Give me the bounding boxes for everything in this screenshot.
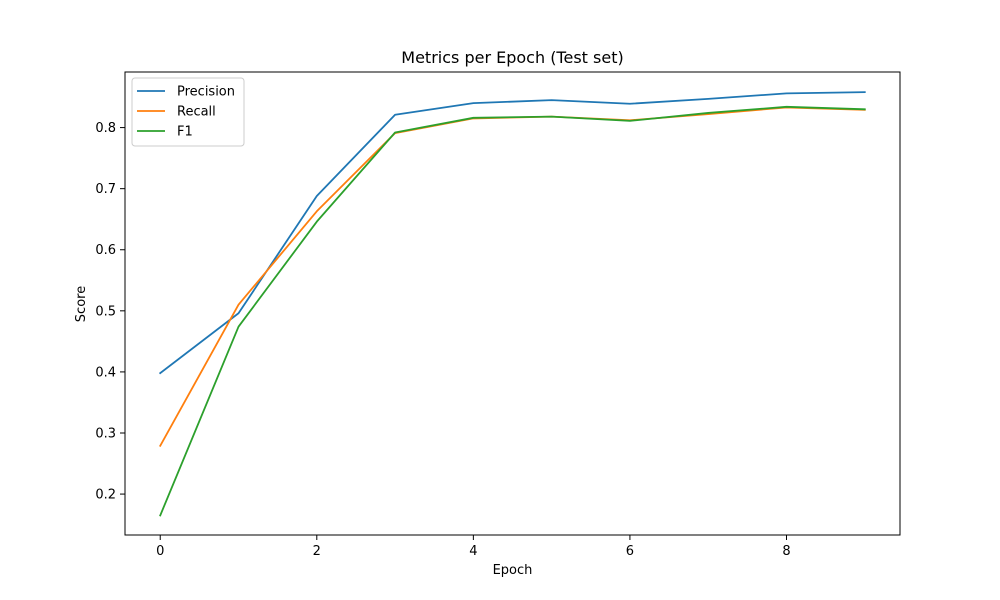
series-line-precision [158,91,866,375]
series-line-f1 [159,105,866,517]
legend-label-precision: Precision [177,85,235,100]
chart-title: Metrics per Epoch (Test set) [401,48,623,67]
series-lines [158,91,866,517]
x-axis-ticks: 0 2 4 6 8 [156,535,791,559]
legend-label-f1: F1 [177,125,193,140]
x-tick-label: 4 [469,544,477,559]
x-tick-label: 0 [156,544,164,559]
legend: Precision Recall F1 [131,77,245,147]
legend-box [131,77,245,147]
x-axis-title: Epoch [493,563,533,578]
plot-frame [124,71,901,536]
y-tick-label: 0.5 [95,304,116,319]
y-axis-ticks: 0.2 0.3 0.4 0.5 0.6 0.7 0.8 [95,121,125,503]
y-tick-label: 0.7 [95,182,116,197]
y-tick-label: 0.4 [95,365,116,380]
x-tick-label: 2 [313,544,321,559]
y-tick-label: 0.3 [95,426,116,441]
x-tick-label: 8 [782,544,790,559]
y-axis-title: Score [74,286,89,322]
x-tick-label: 6 [626,544,634,559]
legend-label-recall: Recall [177,105,216,120]
y-tick-label: 0.6 [95,243,116,258]
y-tick-label: 0.2 [95,488,116,503]
y-tick-label: 0.8 [95,121,116,136]
